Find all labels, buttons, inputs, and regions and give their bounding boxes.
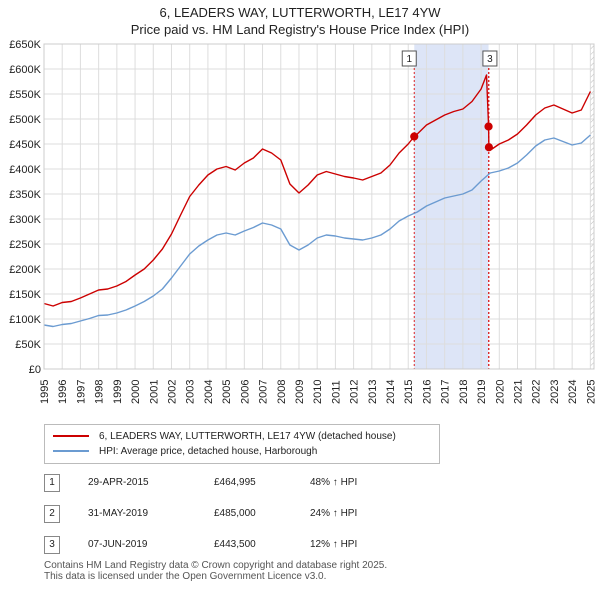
table-row: 2 31-MAY-2019 £485,000 24% ↑ HPI [44,505,424,523]
legend-item-hpi: HPI: Average price, detached house, Harb… [53,445,317,459]
y-tick-label: £400K [9,164,41,176]
y-tick-label: £0 [29,364,41,376]
x-tick-label: 2008 [276,380,288,404]
plot-area [44,44,594,369]
table-row: 1 29-APR-2015 £464,995 48% ↑ HPI [44,474,424,492]
x-tick-label: 2003 [185,380,197,404]
x-tick-label: 1996 [57,380,69,404]
y-tick-label: £200K [9,264,41,276]
sale-date: 31-MAY-2019 [88,508,149,519]
sale-date: 29-APR-2015 [88,477,149,488]
title-line-1: 6, LEADERS WAY, LUTTERWORTH, LE17 4YW [159,5,441,20]
legend-label-property: 6, LEADERS WAY, LUTTERWORTH, LE17 4YW (d… [99,431,396,442]
x-tick-label: 2011 [330,380,342,404]
title-line-2: Price paid vs. HM Land Registry's House … [130,22,470,37]
y-tick-label: £350K [9,189,41,201]
sale-number-badge: 2 [44,505,60,523]
sale-hpi-diff: 48% ↑ HPI [310,477,358,488]
x-tick-label: 2022 [531,380,543,404]
legend-item-property: 6, LEADERS WAY, LUTTERWORTH, LE17 4YW (d… [53,430,396,444]
y-tick-label: £300K [9,214,41,226]
sale-marker [410,132,419,141]
y-tick-label: £550K [9,89,41,101]
footer-line-2: This data is licensed under the Open Gov… [44,571,327,582]
sale-number-badge: 3 [44,536,60,554]
x-tick-label: 2024 [567,380,579,404]
sale-date: 07-JUN-2019 [88,539,148,550]
y-tick-label: £100K [9,314,41,326]
x-tick-label: 2006 [239,380,251,404]
chart-title: 6, LEADERS WAY, LUTTERWORTH, LE17 4YW Pr… [0,4,600,38]
x-tick-label: 2013 [367,380,379,404]
x-tick-label: 2012 [349,380,361,404]
x-tick-label: 2002 [166,380,178,404]
x-tick-label: 2001 [148,380,160,404]
hatched-region [590,44,594,369]
legend: 6, LEADERS WAY, LUTTERWORTH, LE17 4YW (d… [44,424,440,464]
x-tick-label: 2019 [476,380,488,404]
y-tick-label: £500K [9,114,41,126]
event-label-box [482,50,498,67]
y-tick-label: £150K [9,289,41,301]
x-tick-label: 2015 [403,380,415,404]
sale-price: £485,000 [214,508,256,519]
sale-marker [484,122,493,131]
event-label: 1 [406,54,412,65]
x-tick-label: 1997 [75,380,87,404]
x-tick-label: 2009 [294,380,306,404]
y-tick-label: £650K [9,39,41,51]
y-tick-label: £50K [15,339,41,351]
x-tick-label: 2018 [458,380,470,404]
chart-plot: 1 3 £0 £50K £100K £150K £200K £250K £300K £350K £… [9,39,597,404]
legend-label-hpi: HPI: Average price, detached house, Harb… [99,446,318,457]
footer-line-1: Contains HM Land Registry data © Crown c… [44,560,388,571]
y-tick-label: £450K [9,139,41,151]
table-row: 3 07-JUN-2019 £443,500 12% ↑ HPI [44,536,424,554]
plot-frame [43,43,595,370]
x-tick-label: 2004 [203,380,215,404]
x-tick-label: 2025 [585,380,597,404]
sale-hpi-diff: 24% ↑ HPI [310,508,358,519]
sale-number-badge: 1 [44,474,60,492]
series-line-hpi [43,134,591,328]
x-tick-label: 1995 [39,380,51,404]
x-tick-label: 2016 [421,380,433,404]
x-tick-label: 2020 [494,380,506,404]
x-tick-label: 2023 [549,380,561,404]
x-tick-label: 1999 [112,380,124,404]
y-tick-label: £250K [9,239,41,251]
event-label-box [401,50,417,67]
y-tick-label: £600K [9,64,41,76]
x-tick-label: 2021 [513,380,525,404]
legend-swatch-hpi [53,450,89,453]
x-tick-label: 2010 [312,380,324,404]
x-tick-label: 2007 [258,380,270,404]
x-tick-label: 2000 [130,380,142,404]
x-tick-label: 1998 [94,380,106,404]
x-tick-label: 2014 [385,380,397,404]
legend-swatch-property [53,435,89,438]
series-line-property [43,74,592,307]
footer-attribution: Contains HM Land Registry data © Crown c… [44,560,387,582]
x-tick-label: 2017 [440,380,452,404]
sale-price: £443,500 [214,539,256,550]
sale-hpi-diff: 12% ↑ HPI [310,539,358,550]
event-label: 3 [487,54,493,65]
sale-marker [484,143,494,152]
x-tick-label: 2005 [221,380,233,404]
sale-price: £464,995 [214,477,256,488]
